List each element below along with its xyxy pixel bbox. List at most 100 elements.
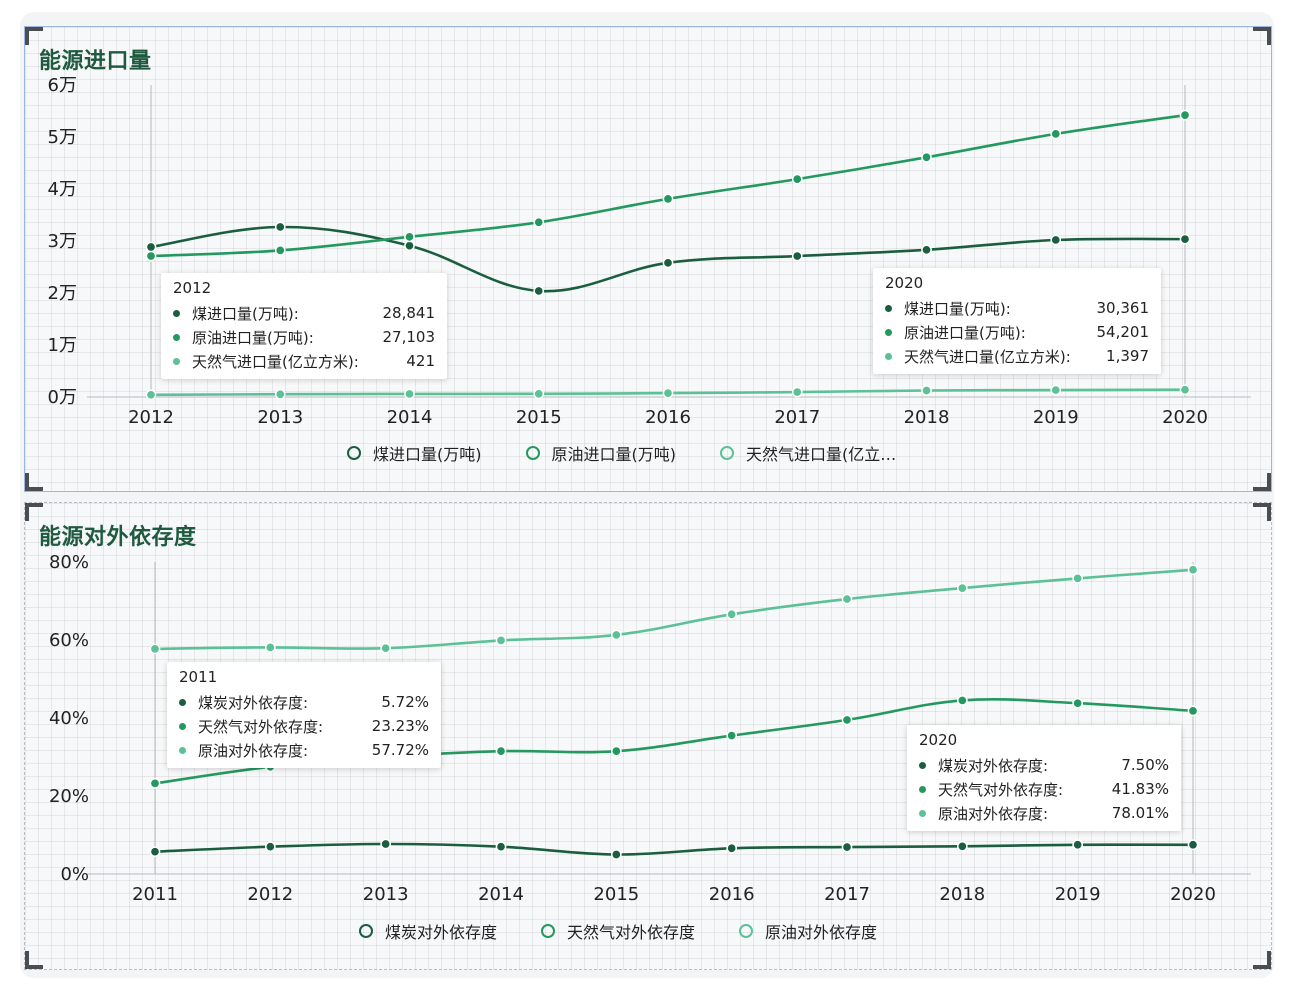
y-tick-label: 3万 [48, 231, 77, 252]
data-point [149, 643, 161, 655]
data-point [726, 608, 738, 620]
x-tick-label: 2018 [904, 407, 950, 428]
legend-label: 原油进口量(万吨) [551, 445, 677, 464]
data-point [149, 778, 161, 789]
data-point [145, 241, 157, 253]
data-point [1187, 705, 1199, 717]
data-point [956, 582, 968, 594]
y-tick-label: 40% [49, 708, 89, 729]
series-dot [885, 328, 892, 336]
data-point [1179, 233, 1191, 245]
x-tick-label: 2017 [774, 407, 820, 428]
corner-handle[interactable] [1253, 951, 1271, 969]
tooltip-row: 天然气对外依存度: 41.83% [919, 777, 1169, 801]
data-point [791, 250, 803, 262]
legend-marker-icon [541, 924, 556, 938]
tooltip-label: 煤炭对外依存度: [198, 693, 309, 712]
data-point [726, 730, 738, 741]
legend-item-natural-gas[interactable]: 天然气对外依存度 [541, 919, 695, 943]
y-tick-label: 0万 [48, 387, 77, 408]
tooltip-row: 原油对外依存度: 78.01% [919, 801, 1169, 825]
legend-label: 煤进口量(万吨) [373, 445, 482, 464]
corner-handle[interactable] [25, 473, 43, 491]
tooltip-value: 27,103 [382, 328, 436, 346]
legend-label: 天然气对外依存度 [567, 923, 696, 942]
data-point [1072, 573, 1084, 584]
data-point [791, 173, 803, 185]
series-line [150, 113, 1186, 258]
tooltip-title: 2020 [919, 731, 958, 749]
legend-item-coal[interactable]: 煤进口量(万吨) [347, 441, 482, 465]
x-tick-label: 2020 [1170, 884, 1216, 905]
tooltip-row: 天然气对外依存度: 23.23% [179, 714, 429, 738]
tooltip-value: 421 [406, 352, 435, 370]
data-point [1050, 128, 1062, 140]
data-point [495, 745, 507, 757]
x-tick-label: 2013 [363, 884, 409, 905]
tooltip-row: 煤炭对外依存度: 7.50% [919, 753, 1169, 777]
tooltip-value: 41.83% [1111, 780, 1169, 798]
tooltip-row: 原油对外依存度: 57.72% [179, 738, 429, 762]
data-point [610, 629, 622, 641]
tooltip-value: 78.01% [1111, 804, 1169, 822]
series-dot [919, 809, 926, 817]
y-tick-label: 5万 [48, 127, 77, 148]
corner-handle[interactable] [25, 951, 43, 969]
tooltip-value: 1,397 [1106, 347, 1149, 365]
data-point [662, 193, 674, 205]
line-chart-energy-dependence[interactable]: 0% 20% 40% 60% 80% 2011 2012 2013 2014 2015 2016 20… [25, 503, 1271, 969]
data-point [1187, 839, 1199, 851]
tooltip-label: 天然气对外依存度: [198, 717, 324, 736]
series-dot [919, 785, 926, 793]
data-point [149, 846, 161, 858]
line-chart-energy-imports[interactable]: 0万 1万 2万 3万 4万 5万 6万 2012 2013 2014 2015 2016 2017 20… [25, 27, 1271, 491]
y-tick-label: 60% [49, 630, 89, 651]
y-tick-label: 6万 [48, 75, 77, 96]
legend-item-natural-gas[interactable]: 天然气进口量(亿立… [720, 441, 896, 465]
tooltip-label: 原油进口量(万吨): [904, 323, 1026, 342]
data-point [264, 642, 276, 653]
legend-item-crude-oil[interactable]: 原油进口量(万吨) [525, 441, 677, 465]
corner-handle[interactable] [1253, 473, 1271, 491]
tooltip-row: 煤炭对外依存度: 5.72% [179, 690, 429, 714]
data-point [841, 593, 853, 605]
x-tick-label: 2017 [824, 884, 870, 905]
y-tick-label: 4万 [48, 179, 77, 200]
tooltip-title: 2012 [173, 279, 212, 297]
tooltip-label: 原油对外依存度: [198, 741, 309, 760]
tooltip-label: 原油对外依存度: [938, 804, 1049, 823]
data-point [610, 745, 622, 757]
corner-handle[interactable] [1253, 503, 1271, 521]
tooltip-label: 煤进口量(万吨): [904, 299, 1011, 318]
corner-handle[interactable] [25, 27, 43, 45]
x-tick-label: 2020 [1162, 407, 1208, 428]
x-tick-label: 2011 [132, 884, 178, 905]
series-dot [173, 309, 180, 317]
chart-title: 能源进口量 [39, 49, 152, 74]
data-point [380, 642, 392, 654]
data-point [264, 841, 276, 853]
x-tick-label: 2018 [939, 884, 985, 905]
legend-item-coal[interactable]: 煤炭对外依存度 [359, 919, 497, 943]
chart-panel-energy-dependence[interactable]: 能源对外依存度 0% 20% 40% 60% 80% 2011 2012 2013 2014 20… [24, 502, 1272, 970]
data-point [404, 231, 415, 243]
legend-marker-icon [720, 446, 734, 460]
corner-handle[interactable] [1253, 27, 1271, 45]
x-tick-label: 2013 [257, 407, 303, 428]
data-point [610, 849, 622, 860]
legend-label: 原油对外依存度 [765, 923, 878, 942]
series-dot [179, 698, 186, 706]
tooltip-value: 23.23% [371, 717, 429, 735]
corner-handle[interactable] [25, 503, 43, 521]
tooltip-label: 煤进口量(万吨): [192, 304, 299, 323]
tooltip-label: 原油进口量(万吨): [192, 328, 314, 347]
x-tick-label: 2012 [128, 407, 174, 428]
y-tick-label: 2万 [48, 283, 77, 304]
data-point [145, 389, 157, 401]
data-point [533, 388, 545, 400]
data-point [726, 842, 738, 854]
data-point [380, 838, 392, 850]
chart-panel-energy-imports[interactable]: 能源进口量 0万 1万 2万 3万 4万 5万 6万 2012 2013 2014 2015 2016… [24, 26, 1272, 492]
data-point [1179, 109, 1191, 121]
legend-item-crude-oil[interactable]: 原油对外依存度 [739, 919, 877, 943]
